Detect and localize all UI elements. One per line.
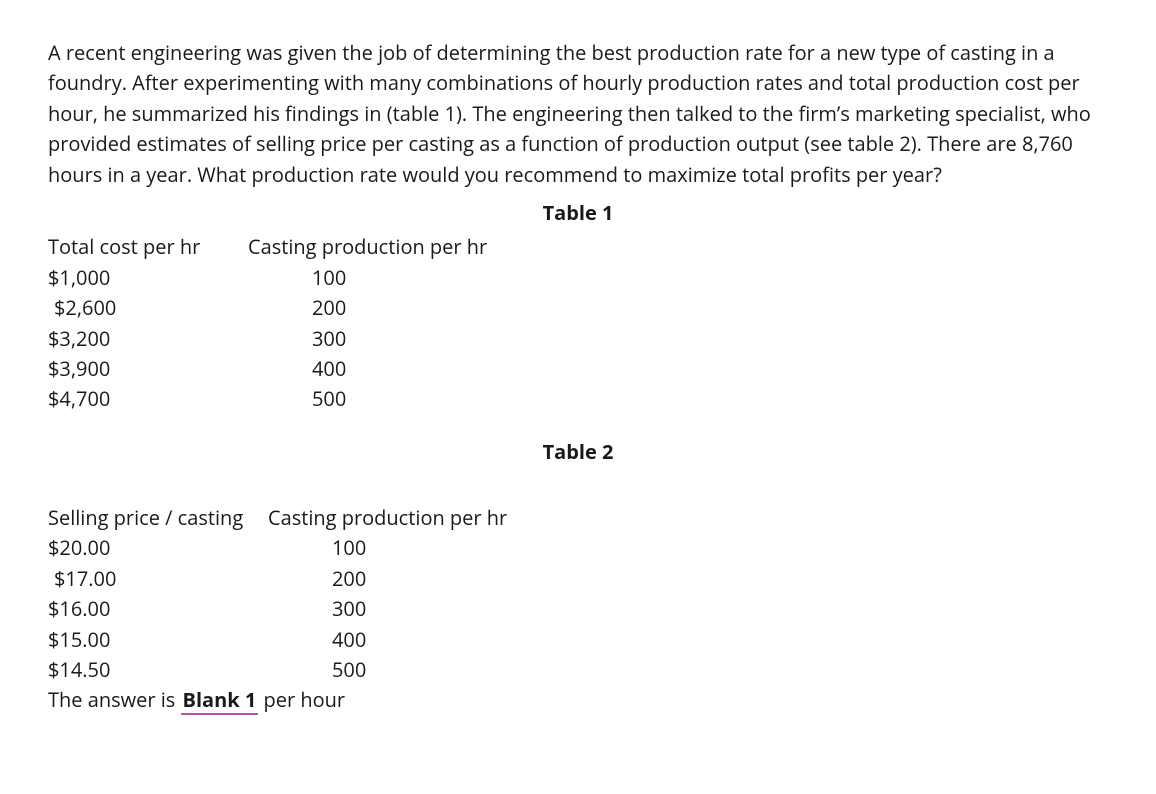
table2-cell: $16.00 (48, 594, 268, 624)
table2-cell: $17.00 (48, 564, 268, 594)
table2-cell: 100 (268, 533, 528, 563)
table1-cell: $1,000 (48, 263, 248, 293)
answer-suffix: per hour (258, 686, 345, 713)
table1-cell: 100 (248, 263, 508, 293)
table1-header-col2: Casting production per hr (248, 232, 508, 262)
table2: Selling price / casting Casting producti… (48, 503, 1108, 685)
table2-cell: 200 (268, 564, 528, 594)
table1-cell: 400 (248, 354, 508, 384)
table2-cell: 400 (268, 625, 528, 655)
table1-caption: Table 1 (48, 198, 1108, 228)
table1-cell: $3,900 (48, 354, 248, 384)
table2-caption: Table 2 (48, 437, 1108, 467)
table2-cell: $15.00 (48, 625, 268, 655)
table2-header-col2: Casting production per hr (268, 503, 528, 533)
table1-cell: $2,600 (48, 293, 248, 323)
table2-cell: $20.00 (48, 533, 268, 563)
question-text: A recent engineering was given the job o… (48, 38, 1108, 190)
table1-cell: $3,200 (48, 324, 248, 354)
table1-cell: 300 (248, 324, 508, 354)
answer-prefix: The answer is (48, 686, 181, 713)
table2-cell: 500 (268, 655, 528, 685)
table2-header-col1: Selling price / casting (48, 503, 268, 533)
question-page: A recent engineering was given the job o… (0, 0, 1156, 716)
answer-line: The answer is Blank 1 per hour (48, 685, 1108, 715)
table1-cell: $4,700 (48, 384, 248, 414)
table1: Total cost per hr Casting production per… (48, 232, 1108, 414)
table2-cell: $14.50 (48, 655, 268, 685)
table1-header-col1: Total cost per hr (48, 232, 248, 262)
table2-cell: 300 (268, 594, 528, 624)
table1-cell: 500 (248, 384, 508, 414)
table1-cell: 200 (248, 293, 508, 323)
answer-blank[interactable]: Blank 1 (181, 686, 259, 715)
